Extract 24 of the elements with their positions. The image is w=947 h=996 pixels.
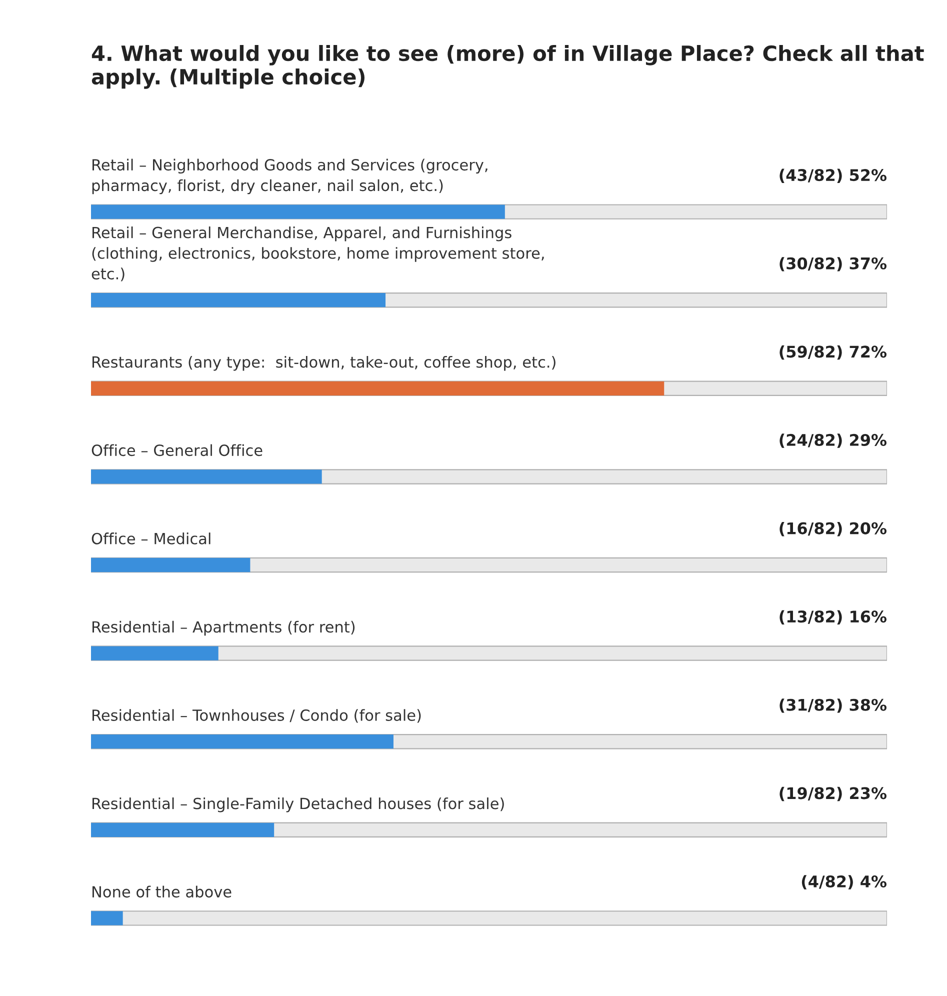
y-tick-label: Residential – Apartments (for rent) [92,620,355,636]
bar [91,558,250,572]
data-label: (43/82) 52% [780,168,886,184]
y-tick-label: None of the above [92,886,232,898]
data-label: (16/82) 20% [780,522,886,536]
y-tick-label: Office – General Office [92,444,262,456]
y-tick-label: Office – Medical [92,532,210,544]
chart-title: 4. What would you like to see (more) of in Village Place? Check all that apply. (Multiple choice) [92,45,924,89]
y-tick-label: Residential – Townhouses / Condo (for sale) [92,709,421,723]
bar [91,470,322,484]
data-label: (31/82) 38% [780,698,886,713]
bar [91,822,274,837]
y-tick-label: Retail – Neighborhood Goods and Services (grocery, pharmacy, florist, dry cleaner, nail salon, etc.) [92,158,488,194]
y-tick-label: Restaurants (any type: sit-down, take-out, coffee shop, etc.) [92,356,556,371]
bar [91,646,218,660]
y-tick-label: Residential – Single-Family Detached houses (for sale) [92,797,504,812]
data-label: (13/82) 16% [780,610,886,624]
data-label: (4/82) 4% [802,875,886,890]
data-label: (19/82) 23% [780,786,886,802]
bar [91,911,123,926]
data-label: (59/82) 72% [780,345,886,360]
data-label: (30/82) 37% [780,257,886,272]
y-tick-label: Retail – General Merchandise, Apparel, and Furnishings (clothing, electronics, bookstore, home improvement store, etc.) [92,226,544,282]
data-label: (24/82) 29% [780,434,886,448]
